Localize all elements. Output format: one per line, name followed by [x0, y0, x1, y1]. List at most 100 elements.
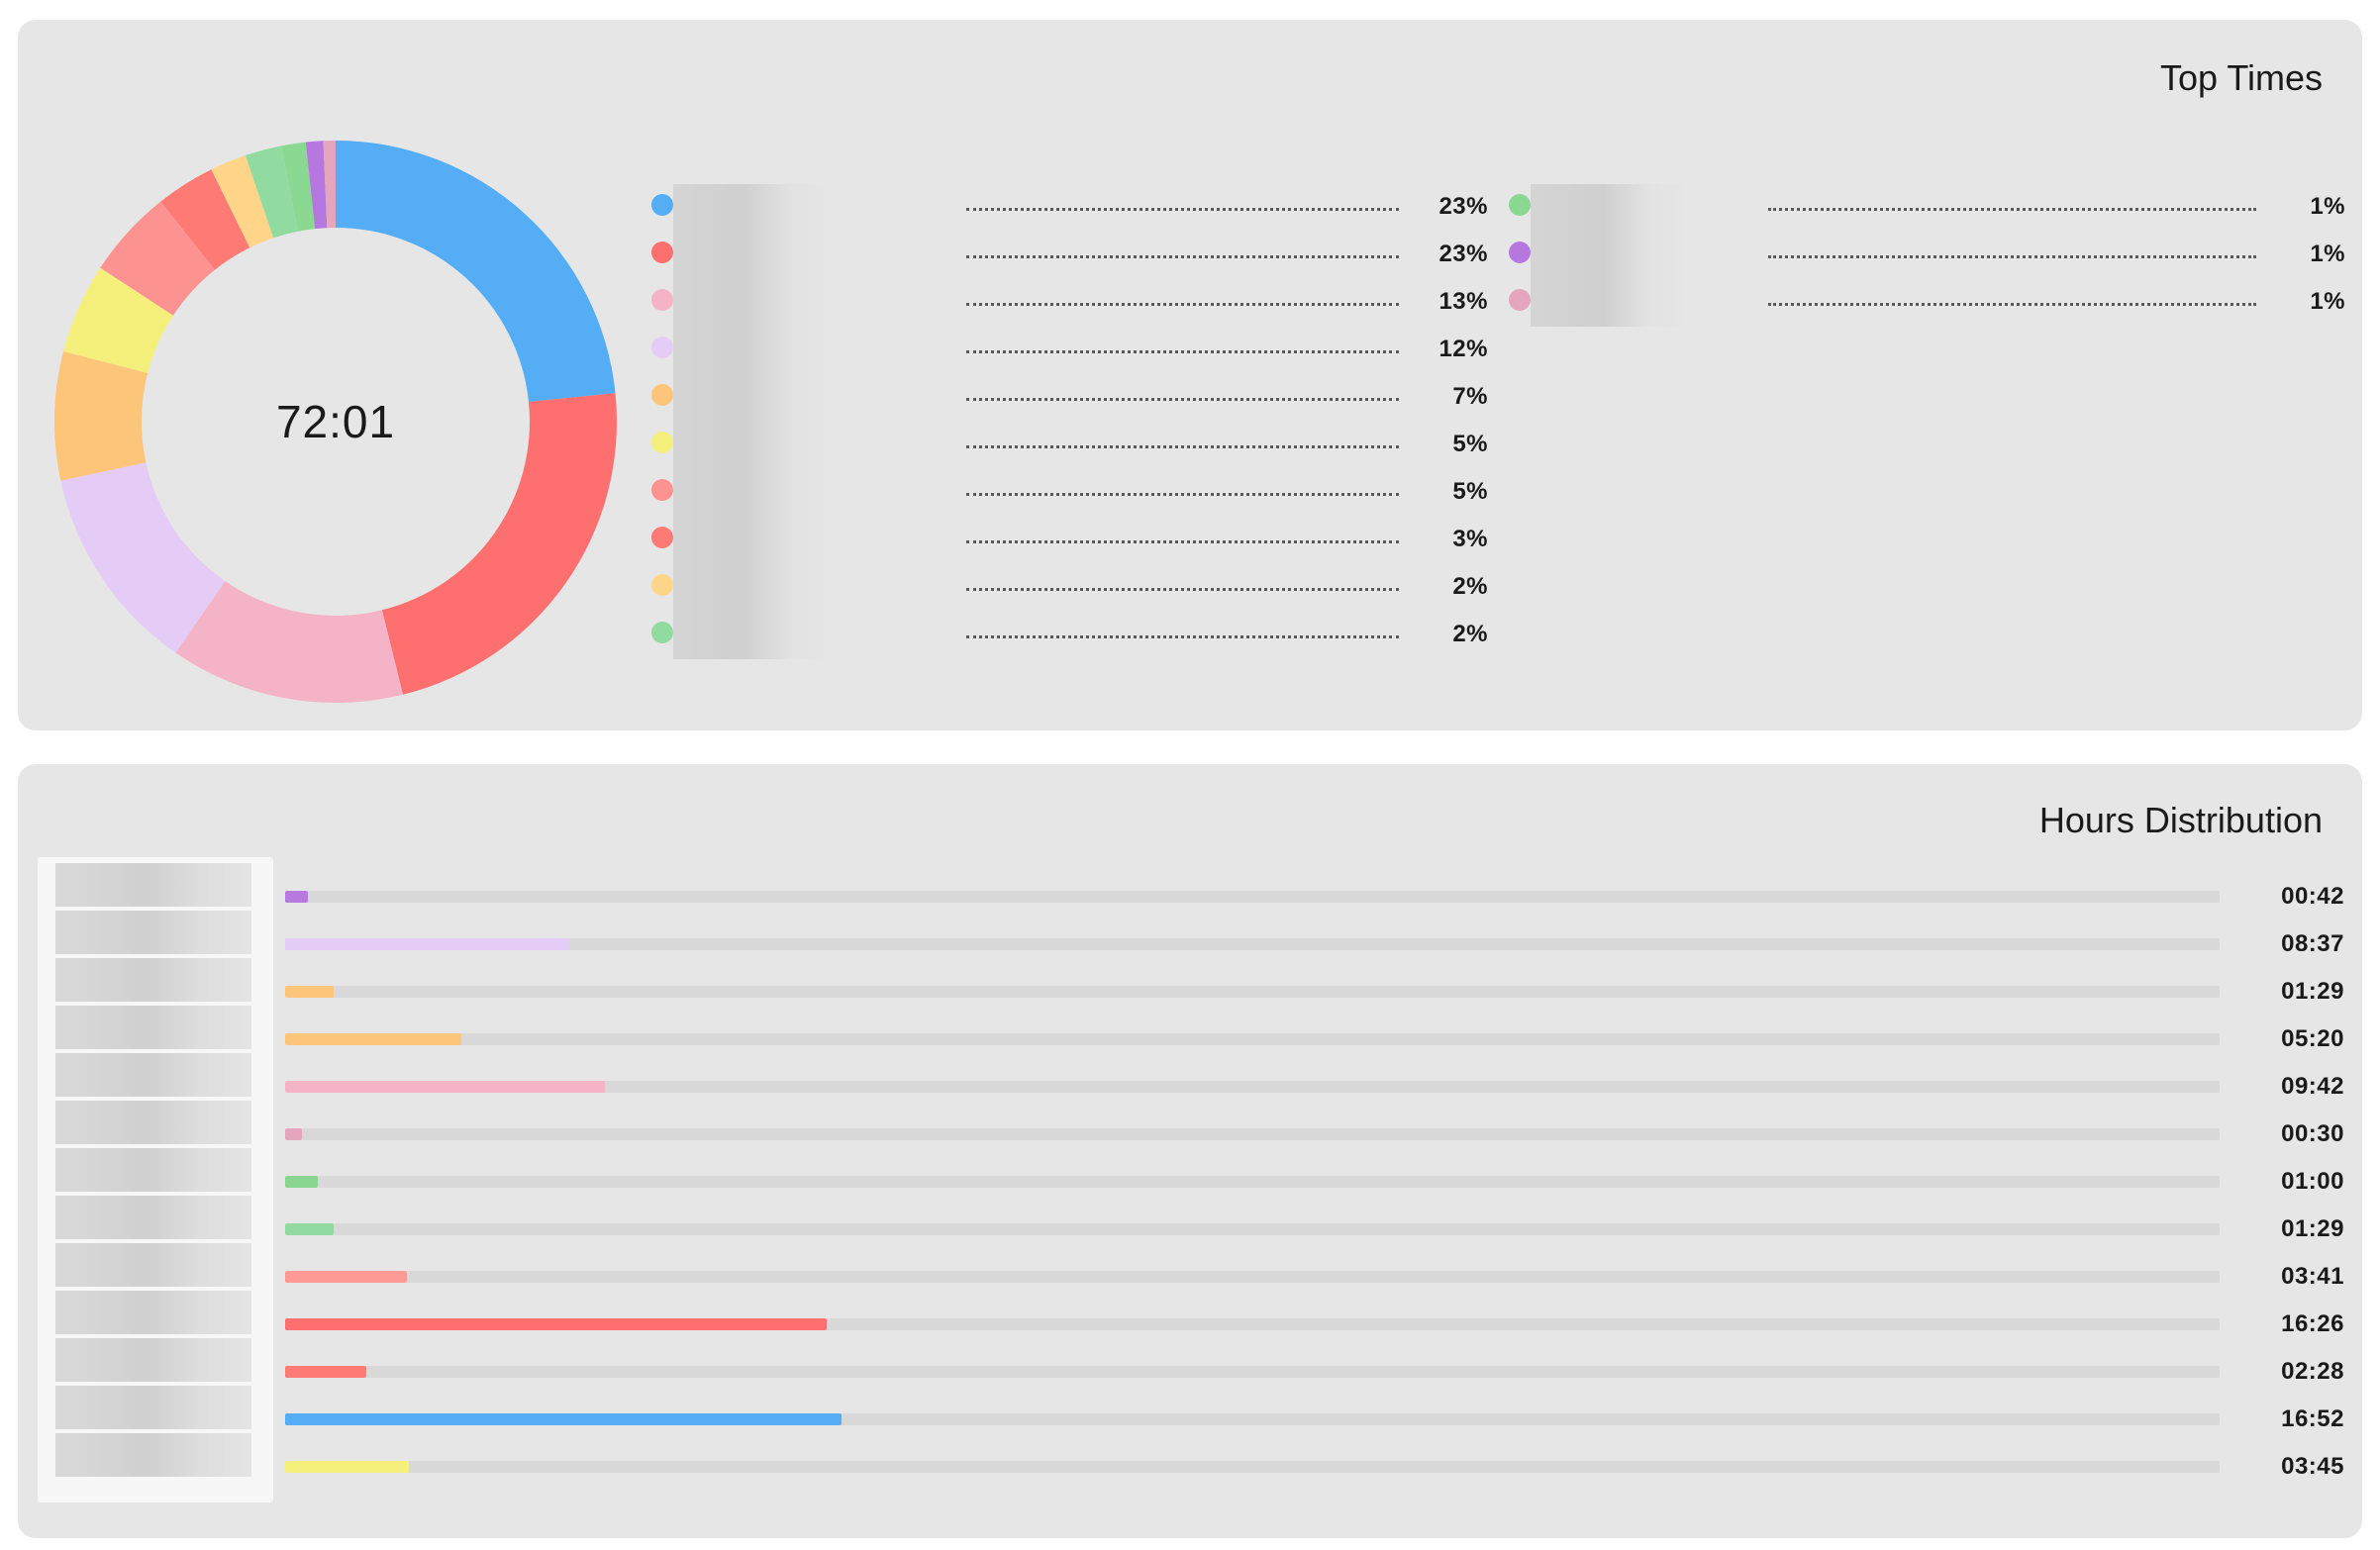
hours-bar-track — [285, 1033, 2220, 1045]
hours-bar-track — [285, 1366, 2220, 1378]
hours-bar-fill — [285, 1271, 407, 1283]
hours-label-redacted — [55, 1196, 251, 1239]
hours-bar-track — [285, 1223, 2220, 1235]
hours-value: 00:30 — [2281, 1120, 2344, 1147]
legend-percent: 12% — [1438, 336, 1488, 362]
hours-label-redacted — [55, 863, 251, 907]
legend-name-redacted — [673, 422, 832, 469]
legend-item: 12% — [651, 327, 1488, 374]
legend-dotted-leader — [966, 445, 1399, 448]
hours-row: 01:00 — [285, 1162, 2344, 1210]
legend-color-dot — [651, 622, 673, 643]
legend-dotted-leader — [966, 398, 1399, 401]
hours-label-redacted — [55, 1386, 251, 1429]
hours-labels-redacted — [38, 857, 273, 1502]
legend-item: 23% — [651, 184, 1488, 232]
legend-dotted-leader — [966, 208, 1399, 211]
hours-bar-fill — [285, 891, 309, 903]
total-time: 72:01 — [275, 396, 396, 447]
hours-value: 08:37 — [2281, 930, 2344, 957]
hours-label-redacted — [55, 1006, 251, 1049]
hours-value: 01:29 — [2281, 978, 2344, 1005]
legend-item: 2% — [651, 612, 1488, 659]
legend-name-redacted — [673, 184, 832, 232]
legend-color-dot — [651, 194, 673, 216]
hours-bar-fill — [285, 1366, 367, 1378]
hours-bar-track — [285, 1128, 2220, 1140]
hours-value: 03:41 — [2281, 1263, 2344, 1290]
legend-item: 1% — [1509, 184, 2345, 232]
legend-color-dot — [1509, 289, 1531, 311]
legend-column-2: 1% 1% 1% — [1509, 184, 2345, 327]
hours-value: 02:28 — [2281, 1358, 2344, 1385]
hours-row: 01:29 — [285, 1210, 2344, 1257]
donut-segment-4 — [60, 462, 226, 653]
legend-dotted-leader — [1768, 255, 2256, 258]
legend-dotted-leader — [966, 588, 1399, 591]
legend-color-dot — [651, 479, 673, 501]
legend-name-redacted — [1531, 232, 1689, 279]
hours-row: 03:41 — [285, 1257, 2344, 1305]
legend-percent: 2% — [1452, 573, 1488, 600]
hours-row: 01:29 — [285, 972, 2344, 1019]
hours-label-redacted — [55, 958, 251, 1002]
legend-percent: 23% — [1438, 193, 1488, 220]
legend-item: 1% — [1509, 232, 2345, 279]
donut-segment-1 — [336, 141, 616, 403]
hours-bar-fill — [285, 1413, 842, 1425]
hours-bar-track — [285, 1413, 2220, 1425]
legend-color-dot — [651, 384, 673, 406]
hours-bar-fill — [285, 1223, 335, 1235]
donut-segment-7 — [100, 201, 216, 316]
hours-row: 05:20 — [285, 1019, 2344, 1067]
legend-name-redacted — [673, 469, 832, 517]
hours-value: 00:42 — [2281, 883, 2344, 910]
hours-value: 16:26 — [2281, 1310, 2344, 1337]
hours-value: 05:20 — [2281, 1025, 2344, 1052]
legend-name-redacted — [673, 327, 832, 374]
donut-segment-5 — [53, 351, 149, 481]
legend-color-dot — [1509, 194, 1531, 216]
hours-value: 16:52 — [2281, 1405, 2344, 1432]
legend-item: 5% — [651, 422, 1488, 469]
hours-bar-track — [285, 891, 2220, 903]
legend-percent: 5% — [1452, 431, 1488, 457]
legend-percent: 1% — [2310, 193, 2345, 220]
legend-column-1: 23% 23% 13% 12% 7% 5% 5% 3% 2% 2% — [651, 184, 1488, 659]
donut-segment-6 — [63, 267, 173, 374]
hours-value: 01:00 — [2281, 1168, 2344, 1195]
hours-bar-track — [285, 1271, 2220, 1283]
legend-color-dot — [651, 337, 673, 358]
donut-segment-13 — [323, 141, 336, 229]
legend-item: 2% — [651, 564, 1488, 612]
hours-row: 00:42 — [285, 877, 2344, 924]
legend-item: 5% — [651, 469, 1488, 517]
donut-segment-8 — [160, 169, 250, 270]
legend-dotted-leader — [966, 493, 1399, 496]
hours-row: 02:28 — [285, 1352, 2344, 1400]
legend-percent: 13% — [1438, 288, 1488, 315]
donut-segment-9 — [211, 154, 274, 248]
hours-row: 03:45 — [285, 1447, 2344, 1495]
hours-bar-fill — [285, 938, 569, 950]
hours-row: 00:30 — [285, 1114, 2344, 1162]
hours-label-redacted — [55, 1101, 251, 1144]
hours-bar-fill — [285, 1461, 409, 1473]
hours-bar-track — [285, 986, 2220, 998]
hours-label-redacted — [55, 1338, 251, 1382]
hours-value: 01:29 — [2281, 1215, 2344, 1242]
hours-label-redacted — [55, 1053, 251, 1097]
legend-name-redacted — [673, 517, 832, 564]
legend-color-dot — [1509, 242, 1531, 263]
top-times-card: Top Times 72:01 23% 23% 13% 12% 7% 5% 5% 3% 2% 2%… — [18, 20, 2362, 730]
hours-label-redacted — [55, 911, 251, 954]
legend-item: 3% — [651, 517, 1488, 564]
legend-color-dot — [651, 527, 673, 548]
legend-percent: 7% — [1452, 383, 1488, 410]
hours-value: 03:45 — [2281, 1453, 2344, 1480]
hours-bar-track — [285, 938, 2220, 950]
legend-name-redacted — [1531, 184, 1689, 232]
hours-bar-track — [285, 1176, 2220, 1188]
legend-name-redacted — [673, 279, 832, 327]
hours-distribution-title: Hours Distribution — [2038, 800, 2323, 840]
